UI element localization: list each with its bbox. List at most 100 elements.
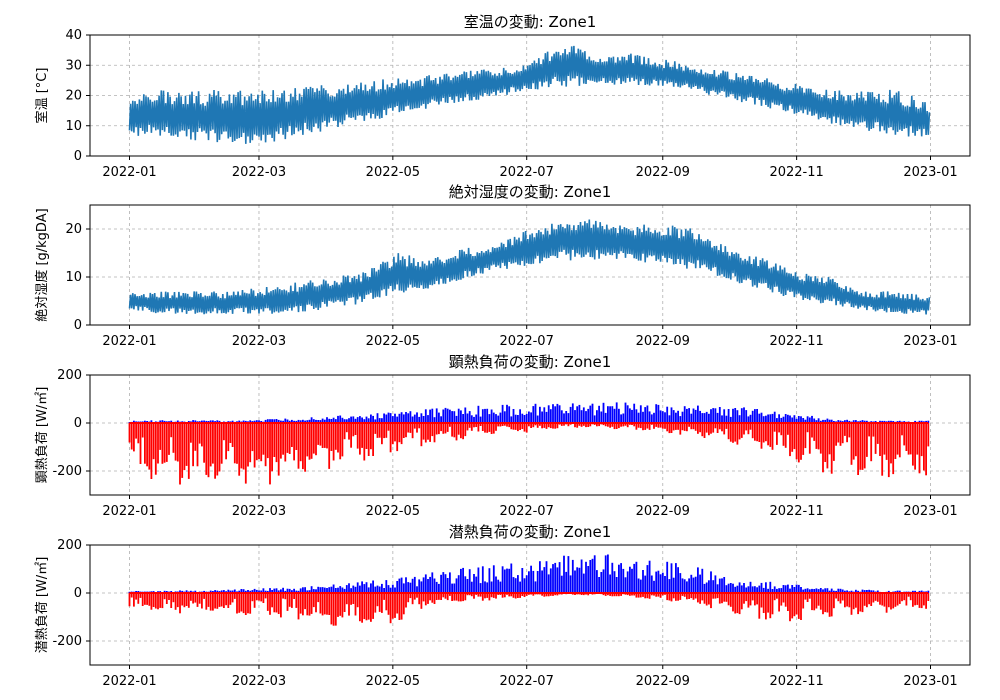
positive-bar: [277, 419, 280, 423]
positive-bar: [765, 415, 767, 423]
negative-bar: [648, 593, 651, 599]
positive-bar: [473, 574, 475, 593]
negative-bar: [839, 423, 842, 446]
positive-bar: [385, 414, 388, 423]
negative-bar: [661, 423, 664, 429]
negative-bar: [139, 593, 142, 598]
positive-bar: [510, 416, 513, 423]
negative-bar: [165, 423, 168, 462]
negative-bar: [365, 593, 368, 621]
negative-bar: [903, 423, 906, 446]
negative-bar: [508, 423, 511, 428]
negative-bar: [637, 593, 640, 598]
positive-bar: [600, 411, 603, 423]
negative-bar: [376, 593, 379, 607]
positive-bar: [532, 406, 535, 423]
positive-bar: [898, 590, 901, 593]
positive-bar: [863, 590, 866, 593]
negative-bar: [745, 593, 748, 602]
positive-bar: [721, 415, 723, 423]
positive-bar: [488, 568, 491, 593]
negative-bar: [295, 593, 298, 608]
positive-bar: [394, 587, 396, 593]
negative-bar: [655, 593, 658, 597]
negative-bar: [339, 423, 342, 460]
positive-bar: [716, 412, 719, 423]
negative-bar: [402, 423, 405, 438]
negative-bar: [271, 423, 273, 472]
negative-bar: [639, 423, 642, 429]
positive-bar: [506, 404, 508, 423]
negative-bar: [725, 423, 728, 429]
negative-bar: [128, 423, 131, 443]
negative-bar: [909, 423, 912, 455]
negative-bar: [387, 593, 390, 615]
negative-bar: [345, 593, 348, 605]
positive-bar: [668, 415, 671, 423]
y-tick-label: 10: [65, 270, 82, 285]
positive-bar: [470, 581, 473, 593]
positive-bar: [343, 588, 346, 593]
y-tick-label: 200: [57, 368, 82, 383]
negative-bar: [876, 423, 879, 444]
positive-bar: [857, 590, 859, 593]
negative-bar: [194, 423, 197, 451]
positive-bar: [650, 575, 653, 593]
positive-bar: [675, 412, 677, 423]
positive-bar: [359, 585, 361, 593]
negative-bar: [174, 593, 177, 610]
negative-bar: [815, 593, 818, 609]
positive-bar: [312, 589, 315, 593]
negative-bar: [343, 593, 346, 612]
positive-bar: [740, 408, 743, 423]
positive-bar: [804, 588, 807, 593]
positive-bar: [822, 589, 824, 593]
positive-bar: [293, 588, 295, 593]
positive-bar: [681, 578, 684, 593]
positive-bar: [291, 419, 293, 423]
negative-bar: [657, 423, 660, 428]
positive-bar: [806, 416, 809, 423]
negative-bar: [791, 423, 794, 452]
negative-bar: [718, 423, 721, 430]
negative-bar: [181, 593, 184, 606]
negative-bar: [356, 423, 359, 449]
negative-bar: [381, 423, 383, 445]
positive-bar: [490, 409, 493, 423]
chart-title: 室温の変動: Zone1: [464, 13, 597, 31]
negative-bar: [422, 423, 425, 440]
positive-bar: [238, 420, 241, 423]
positive-bar: [558, 405, 561, 423]
positive-bar: [530, 412, 532, 423]
positive-bar: [297, 590, 300, 593]
negative-bar: [240, 423, 243, 469]
positive-bar: [708, 580, 710, 593]
positive-bar: [442, 572, 445, 593]
positive-bar: [242, 589, 245, 593]
positive-bar: [534, 403, 537, 423]
negative-bar: [148, 593, 151, 606]
positive-bar: [539, 561, 541, 593]
positive-bar: [495, 576, 497, 593]
negative-bar: [804, 423, 807, 449]
positive-bar: [216, 590, 219, 593]
negative-bar: [681, 593, 684, 596]
positive-bar: [705, 411, 708, 423]
negative-bar: [337, 423, 339, 453]
positive-bar: [912, 590, 914, 593]
negative-bar: [885, 423, 888, 460]
negative-bar: [549, 423, 552, 429]
negative-bar: [154, 423, 157, 475]
negative-bar: [585, 423, 587, 428]
negative-bar: [697, 593, 699, 603]
positive-bar: [567, 556, 570, 593]
positive-bar: [611, 406, 614, 423]
negative-bar: [661, 593, 664, 596]
positive-bar: [692, 577, 695, 593]
positive-bar: [745, 410, 748, 423]
positive-bar: [765, 582, 767, 593]
positive-bar: [238, 590, 241, 593]
negative-bar: [644, 423, 647, 430]
negative-bar: [214, 593, 216, 609]
positive-bar: [449, 572, 451, 593]
